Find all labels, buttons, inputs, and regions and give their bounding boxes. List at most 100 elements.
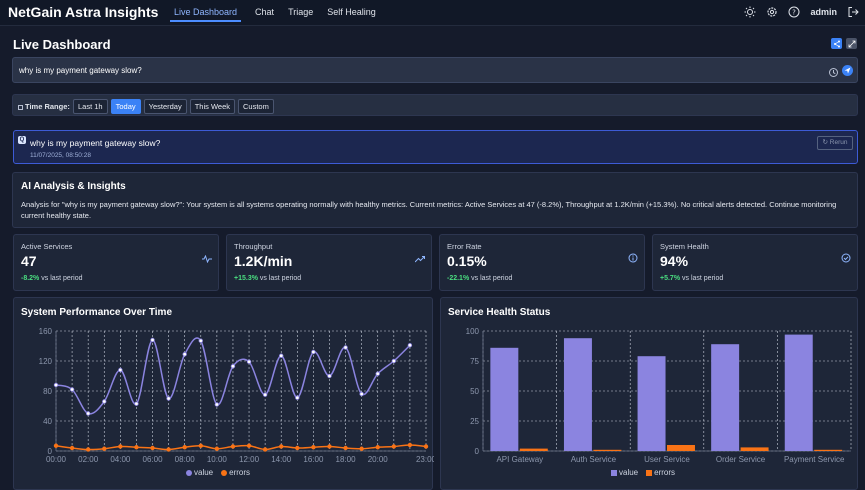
x-tick-label: 04:00 [110, 455, 131, 464]
data-point-value [214, 402, 220, 407]
time-range-custom[interactable]: Custom [238, 99, 274, 114]
metric-delta: -22.1% vs last period [447, 275, 512, 282]
x-tick-label: 02:00 [78, 455, 99, 464]
y-tick-label: 160 [39, 327, 53, 336]
legend-item-value[interactable]: value [186, 468, 213, 477]
data-point-errors [230, 444, 236, 449]
time-range-this-week[interactable]: This Week [189, 99, 236, 114]
rerun-button[interactable]: ↻ Rerun [817, 136, 853, 150]
legend-item-value[interactable]: value [611, 468, 638, 477]
tab-chat[interactable]: Chat [255, 7, 275, 17]
y-tick-label: 100 [466, 327, 480, 336]
user-name[interactable]: admin [810, 7, 837, 17]
x-tick-label: 18:00 [336, 455, 357, 464]
settings-gear-icon[interactable] [766, 6, 778, 18]
query-timestamp: 11/07/2025, 08:50:28 [30, 152, 91, 159]
time-range-yesterday[interactable]: Yesterday [143, 99, 187, 114]
x-tick-label: 06:00 [143, 455, 164, 464]
x-tick-label: 16:00 [303, 455, 324, 464]
chart-title: System Performance Over Time [21, 307, 173, 318]
time-range-last-1h[interactable]: Last 1h [73, 99, 108, 114]
data-point-value [407, 343, 413, 348]
expand-button[interactable] [846, 38, 857, 49]
metric-label: Throughput [234, 242, 273, 251]
tab-self-healing[interactable]: Self Healing [327, 7, 376, 17]
search-input[interactable]: why is my payment gateway slow? [12, 57, 858, 83]
tab-triage[interactable]: Triage [288, 7, 314, 17]
ai-analysis-text: Analysis for "why is my payment gateway … [21, 200, 837, 220]
bar-errors [519, 448, 548, 451]
metric-label: Active Services [21, 242, 73, 251]
logout-icon[interactable] [847, 6, 859, 18]
data-point-errors [423, 444, 429, 449]
metric-value: 47 [21, 253, 37, 269]
y-tick-label: 25 [470, 417, 479, 426]
legend-label: value [194, 468, 214, 477]
metric-card-error-rate: Error Rate 0.15% -22.1% vs last period [439, 234, 645, 291]
bar-value [784, 334, 813, 451]
system-performance-chart: 0 40 80 120 160 00:00 02:00 04:00 06:00 08:00 10:0… [39, 327, 434, 464]
data-point-errors [53, 443, 59, 448]
metric-delta-suffix: vs last period [682, 275, 724, 282]
system-performance-panel: System Performance Over Time 0 40 80 120 160… [13, 297, 434, 490]
data-point-value [198, 338, 203, 343]
expand-icon [848, 40, 855, 47]
help-icon[interactable]: ? [788, 6, 800, 18]
query-icon: Q [18, 136, 26, 144]
data-point-value [182, 352, 187, 357]
top-actions: ? admin [744, 6, 859, 18]
chart-title: Service Health Status [448, 307, 551, 318]
metric-delta-value: -22.1% [447, 275, 470, 282]
y-tick-label: 0 [475, 447, 480, 456]
legend-swatch [646, 469, 653, 476]
metric-value: 0.15% [447, 253, 487, 269]
theme-toggle-sun-icon[interactable] [744, 6, 756, 18]
send-icon [844, 67, 851, 74]
share-button[interactable] [831, 38, 842, 49]
legend-item-errors[interactable]: errors [221, 468, 250, 477]
data-point-errors [69, 445, 75, 451]
metric-delta-suffix: vs last period [259, 275, 302, 282]
data-point-value [359, 391, 364, 397]
data-point-errors [295, 445, 300, 451]
data-point-value [102, 399, 107, 404]
data-point-errors [198, 443, 203, 448]
data-point-errors [343, 445, 348, 451]
metric-card-active-services: Active Services 47 -8.2% vs last period [13, 234, 219, 291]
data-point-value [230, 364, 236, 369]
data-point-value [343, 345, 348, 350]
metric-delta: +15.3% vs last period [234, 275, 301, 282]
metric-label: System Health [660, 242, 709, 251]
data-point-value [118, 367, 123, 373]
data-point-errors [262, 447, 268, 452]
legend-label: value [619, 468, 639, 477]
x-tick-label: 20:00 [368, 455, 389, 464]
ai-analysis-panel: AI Analysis & Insights Analysis for "why… [12, 172, 858, 228]
y-tick-label: 75 [470, 357, 479, 366]
x-tick-label: 08:00 [175, 455, 196, 464]
time-range-today[interactable]: Today [110, 99, 141, 114]
share-icon [833, 40, 840, 47]
service-health-chart: 0 25 50 75 100 API Gateway Auth Service User Se… [466, 327, 852, 464]
info-icon [628, 250, 638, 268]
y-tick-label: 40 [43, 417, 52, 426]
bar-value [563, 338, 592, 451]
metric-delta: -8.2% vs last period [21, 275, 83, 282]
data-point-errors [166, 447, 171, 452]
data-point-value [279, 353, 284, 358]
data-point-value [246, 359, 252, 364]
bar-value [637, 356, 666, 451]
send-button[interactable] [842, 65, 853, 76]
data-point-errors [214, 446, 220, 451]
data-point-value [327, 373, 332, 379]
query-question: why is my payment gateway slow? [30, 138, 161, 148]
legend-item-errors[interactable]: errors [646, 468, 675, 477]
metric-value: 94% [660, 253, 689, 269]
page-title: Live Dashboard [13, 37, 111, 52]
data-point-errors [246, 443, 252, 448]
main-nav: Live Dashboard Chat Triage Self Healing [170, 7, 376, 22]
search-input-value[interactable]: why is my payment gateway slow? [19, 66, 142, 75]
tab-live-dashboard[interactable]: Live Dashboard [170, 7, 242, 22]
history-icon[interactable] [828, 65, 839, 83]
x-tick-label: Order Service [716, 455, 766, 464]
